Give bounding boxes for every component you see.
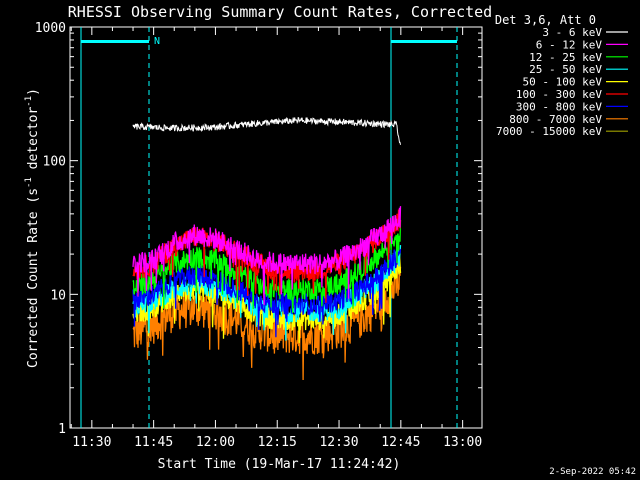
x-tick-label: 12:30 [319,435,358,450]
x-tick-label: 11:30 [72,435,111,450]
legend-title: Det 3,6, Att 0 [495,13,596,27]
x-tick-label: 12:00 [196,435,235,450]
series-line-0 [132,116,401,145]
legend-label: 100 - 300 keV [516,88,602,101]
y-tick-label: 10 [50,288,66,303]
y-tick-label: 1 [58,422,66,437]
y-tick-label: 100 [43,155,66,170]
series-line-1 [132,206,402,305]
chart-title: RHESSI Observing Summary Count Rates, Co… [68,3,492,21]
legend-label: 3 - 6 keV [542,26,602,39]
night-bar [81,40,149,43]
legend-label: 6 - 12 keV [536,38,603,51]
plot-frame [69,26,483,429]
y-tick-label: 1000 [35,21,66,36]
y-axis-label-sup1: -1 [24,177,34,188]
y-axis-label-main: Corrected Count Rate (s [26,188,41,368]
y-axis-label-end: ) [26,88,41,96]
y-axis-label-mid: detector [26,107,41,178]
y-axis-label: Corrected Count Rate (s-1 detector-1) [24,88,41,368]
legend-label: 12 - 25 keV [529,51,602,64]
legend-label: 300 - 800 keV [516,100,602,113]
x-tick-label: 12:15 [258,435,297,450]
footer-date: 2-Sep-2022 05:42 [549,467,636,477]
legend-label: 25 - 50 keV [529,63,602,76]
legend-label: 50 - 100 keV [523,76,603,89]
x-tick-label: 12:45 [381,435,420,450]
x-tick-label: 13:00 [443,435,482,450]
series-line-3 [132,245,402,341]
x-tick-label: 11:45 [134,435,173,450]
x-axis-label: Start Time (19-Mar-17 11:24:42) [158,457,401,472]
legend-label: 800 - 7000 keV [509,113,602,126]
series-line-2 [132,220,402,314]
night-bar [391,40,457,43]
series-line-6 [132,249,402,338]
legend-label: 7000 - 15000 keV [496,125,602,138]
axes: 11:30 11:45 12:00 12:15 12:30 12:45 13:00 1 10 10… [35,21,483,450]
annotation-n: N [154,36,160,47]
series-group [132,116,402,381]
y-axis-label-sup2: -1 [24,96,34,107]
